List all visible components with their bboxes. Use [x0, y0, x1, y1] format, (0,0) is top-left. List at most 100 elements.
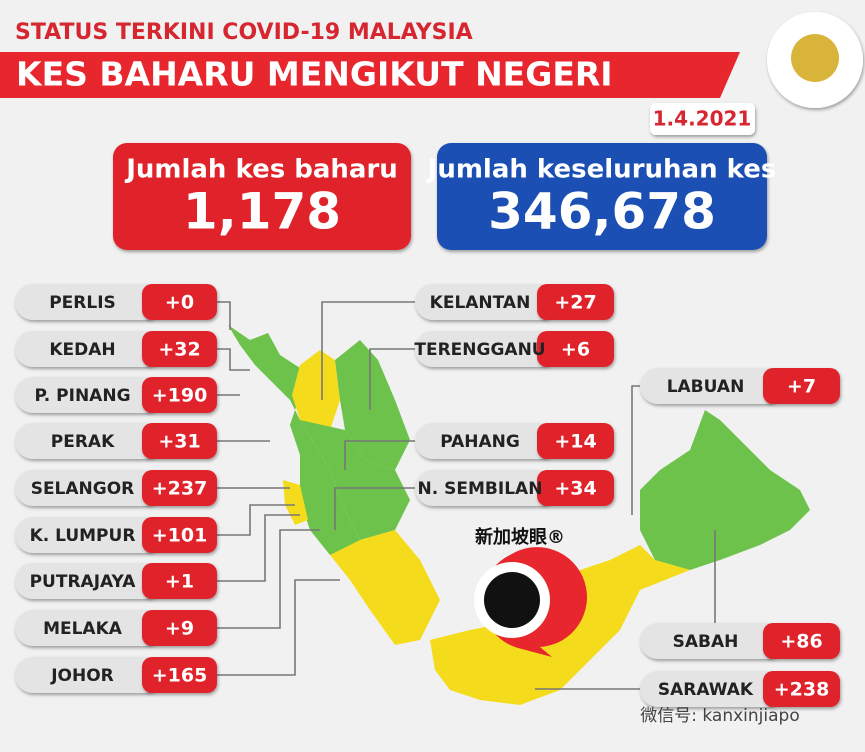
state-name: SABAH [673, 632, 739, 652]
state-name-box [415, 284, 557, 320]
state-pill: KELANTAN +27 [415, 284, 614, 320]
connector [215, 301, 231, 330]
state-pill: PERLIS +0 [15, 284, 217, 320]
state-name-box [415, 423, 557, 459]
state-pill: SARAWAK +238 [640, 671, 840, 707]
state-value-box [142, 517, 217, 553]
state-value-box [142, 377, 217, 413]
state-name-box [15, 470, 162, 506]
state-value-box [142, 284, 217, 320]
state-cases: +14 [554, 431, 596, 453]
connector [321, 301, 415, 400]
connector [334, 487, 415, 530]
watermark: 微信号: kanxinjiapo [640, 706, 799, 726]
state-pill: N. SEMBILAN +34 [415, 470, 614, 506]
state-value-box [763, 671, 840, 707]
title: KES BAHARU MENGIKUT NEGERI [16, 55, 613, 94]
state-pill: P. PINANG +190 [15, 377, 217, 413]
state-pill: JOHOR +165 [15, 657, 217, 693]
state-pill: LABUAN +7 [640, 368, 840, 404]
state-name-box [640, 368, 783, 404]
state-pill: SELANGOR +237 [15, 470, 217, 506]
state-name-box [15, 377, 162, 413]
state-cases: +31 [158, 431, 200, 453]
state-name: PUTRAJAYA [30, 572, 137, 592]
state-pill: MELAKA +9 [15, 610, 217, 646]
state-value-box [537, 331, 614, 367]
state-cases: +238 [774, 679, 830, 701]
total-value: 346,678 [488, 183, 716, 241]
state-name-box [15, 610, 162, 646]
state-name-box [15, 517, 162, 553]
state-value-box [142, 657, 217, 693]
total-box [437, 143, 767, 250]
selangor [283, 480, 308, 525]
state-name: SELANGOR [31, 479, 135, 499]
state-name-box [15, 563, 162, 599]
state-name: SARAWAK [658, 680, 754, 700]
state-name-box [15, 284, 162, 320]
state-value-box [763, 368, 840, 404]
state-cases: +32 [158, 339, 200, 361]
state-name-box [15, 331, 162, 367]
state-name-box [415, 331, 557, 367]
state-pill: KEDAH +32 [15, 331, 217, 367]
johor [330, 530, 440, 645]
state-name: KEDAH [49, 340, 115, 360]
date-box [650, 103, 755, 135]
state-name: N. SEMBILAN [418, 479, 543, 499]
connector [631, 385, 640, 515]
state-name: KELANTAN [430, 293, 531, 313]
title-banner [0, 52, 740, 98]
state-value-box [763, 623, 840, 659]
subtitle: STATUS TERKINI COVID-19 MALAYSIA [15, 20, 473, 45]
date: 1.4.2021 [653, 107, 752, 131]
state-value-box [142, 470, 217, 506]
sabah [640, 410, 810, 570]
state-name: PAHANG [440, 432, 520, 452]
state-pill: K. LUMPUR +101 [15, 517, 217, 553]
state-value-box [142, 563, 217, 599]
state-name: TERENGGANU [414, 340, 545, 360]
kelantan-terengganu [335, 340, 410, 470]
state-name: JOHOR [50, 666, 114, 686]
state-name: K. LUMPUR [30, 526, 136, 546]
map [228, 325, 810, 705]
connector [215, 514, 300, 582]
state-cases: +6 [561, 339, 590, 361]
state-pill: PUTRAJAYA +1 [15, 563, 217, 599]
state-cases: +86 [780, 631, 822, 653]
connector [215, 579, 340, 676]
state-name-box [15, 423, 162, 459]
state-cases: +190 [152, 385, 208, 407]
state-name-box [15, 657, 162, 693]
state-name-box [415, 470, 557, 506]
state-name: MELAKA [43, 619, 123, 639]
state-pill: SABAH +86 [640, 623, 840, 659]
state-name-box [640, 623, 783, 659]
perak-north [292, 350, 340, 430]
connector [215, 529, 320, 629]
pahang [300, 420, 410, 540]
state-name: LABUAN [667, 377, 745, 397]
connector [215, 504, 295, 536]
logo-crest [791, 34, 839, 82]
state-cases: +0 [165, 292, 194, 314]
state-name: P. PINANG [34, 386, 130, 406]
connector [369, 348, 415, 410]
connector [344, 440, 415, 470]
state-name-box [640, 671, 783, 707]
state-cases: +101 [152, 525, 208, 547]
state-value-box [142, 423, 217, 459]
state-value-box [537, 470, 614, 506]
west-coast [228, 325, 360, 560]
state-cases: +34 [554, 478, 596, 500]
state-cases: +7 [787, 376, 816, 398]
state-pill: PERAK +31 [15, 423, 217, 459]
state-value-box [142, 331, 217, 367]
state-pill: TERENGGANU +6 [414, 331, 614, 367]
watermark: 新加坡眼® [475, 526, 565, 548]
state-cases: +237 [152, 478, 208, 500]
total-label: Jumlah kes baharu [124, 155, 398, 185]
